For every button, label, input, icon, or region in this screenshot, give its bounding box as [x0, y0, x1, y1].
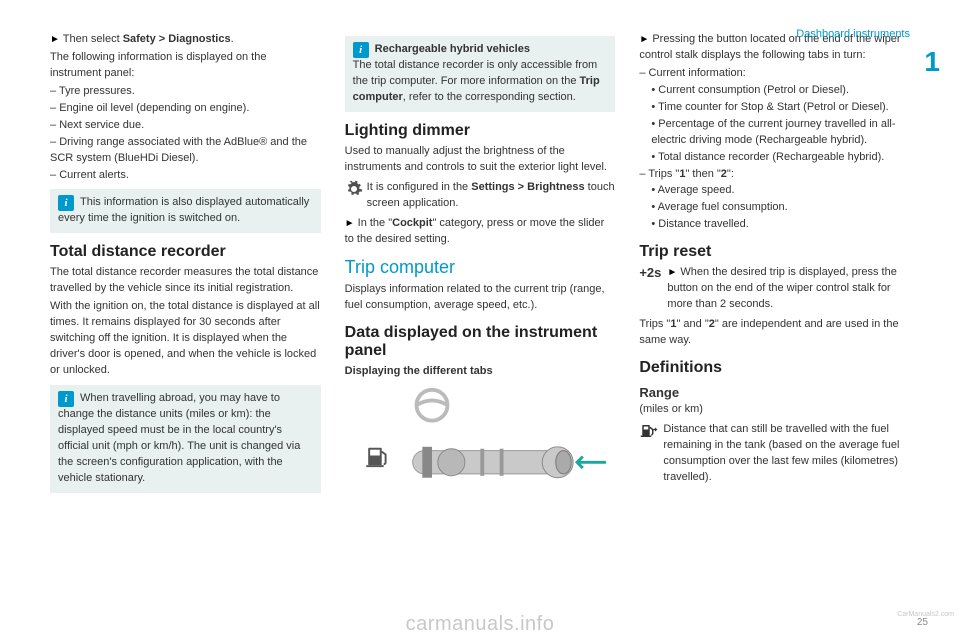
list-item: Engine oil level (depending on engine). [50, 101, 321, 117]
gear-text-1: It is configured in the [367, 181, 472, 193]
heading-lighting-dimmer: Lighting dimmer [345, 122, 616, 140]
total-distance-p2: With the ignition on, the total distance… [50, 299, 321, 379]
heading-definitions: Definitions [639, 359, 910, 377]
intro-text-2: . [231, 33, 234, 45]
trip-computer-p: Displays information related to the curr… [345, 282, 616, 314]
range-text: Distance that can still be travelled wit… [663, 422, 910, 486]
list-item: Average fuel consumption. [651, 200, 910, 216]
list-item: Percentage of the current journey travel… [651, 117, 910, 149]
gear-icon [345, 180, 363, 198]
list-item: Average speed. [651, 183, 910, 199]
t: " and " [676, 318, 708, 330]
gear-bold: Settings > Brightness [471, 181, 584, 193]
list-item: Driving range associated with the AdBlue… [50, 135, 321, 167]
fuel-pump-icon [639, 422, 659, 440]
total-distance-p1: The total distance recorder measures the… [50, 265, 321, 297]
info-box-ignition: iThis information is also displayed auto… [50, 189, 321, 233]
t: ": [727, 168, 734, 180]
page-content: ► Then select Safety > Diagnostics. The … [0, 0, 960, 522]
t: " then " [685, 168, 720, 180]
info-box-text: When travelling abroad, you may have to … [58, 392, 300, 484]
column-3: ► Pressing the button located on the end… [639, 30, 910, 502]
heading-data-displayed: Data displayed on the instrument panel [345, 324, 616, 360]
col3-dash-1: Current information: [639, 66, 910, 82]
info-box-text: This information is also displayed autom… [58, 196, 309, 224]
plus2s-block: +2s ► When the desired trip is displayed… [639, 265, 910, 313]
info-box-units: iWhen travelling abroad, you may have to… [50, 385, 321, 493]
cockpit-line: ► In the "Cockpit" category, press or mo… [345, 216, 616, 248]
info-icon: i [353, 42, 369, 58]
info-box-body: The total distance recorder is only acce… [353, 59, 598, 87]
info-box-title: Rechargeable hybrid vehicles [375, 43, 530, 55]
reset-text: ► When the desired trip is displayed, pr… [667, 265, 910, 313]
arrow-icon: ► [639, 34, 649, 45]
info-icon: i [58, 391, 74, 407]
heading-range: Range [639, 385, 910, 400]
t: Trips " [648, 168, 679, 180]
list-item: Current consumption (Petrol or Diesel). [651, 83, 910, 99]
stalk-figure [345, 386, 616, 496]
list-item: Time counter for Stop & Start (Petrol or… [651, 100, 910, 116]
intro-line: ► Then select Safety > Diagnostics. [50, 32, 321, 48]
intro-text-1: Then select [63, 33, 123, 45]
lighting-p1: Used to manually adjust the brightness o… [345, 144, 616, 176]
following-text: The following information is displayed o… [50, 50, 321, 82]
heading-total-distance: Total distance recorder [50, 243, 321, 261]
arrow-icon: ► [667, 267, 677, 278]
intro-bold: Safety > Diagnostics [123, 33, 231, 45]
reset-body: When the desired trip is displayed, pres… [667, 266, 896, 310]
list-item: Current information: [639, 66, 910, 82]
heading-trip-reset: Trip reset [639, 243, 910, 261]
list-item: Total distance recorder (Rechargeable hy… [651, 150, 910, 166]
list-item: Tyre pressures. [50, 84, 321, 100]
info-list: Tyre pressures. Engine oil level (depend… [50, 84, 321, 184]
cockpit-text-1: In the " [358, 217, 392, 229]
column-2: i Rechargeable hybrid vehicles The total … [345, 30, 616, 502]
arrow-icon: ► [50, 34, 60, 45]
column-1: ► Then select Safety > Diagnostics. The … [50, 30, 321, 502]
arrow-icon: ► [345, 218, 355, 229]
list-item: Trips "1" then "2": [639, 167, 910, 183]
col3-dash-2: Trips "1" then "2": [639, 167, 910, 183]
range-unit: (miles or km) [639, 402, 910, 418]
heading-trip-computer: Trip computer [345, 257, 616, 278]
col3-dots-1: Current consumption (Petrol or Diesel). … [639, 83, 910, 166]
cockpit-bold: Cockpit [392, 217, 432, 229]
plus2s-icon: +2s [639, 265, 661, 280]
gear-text: It is configured in the Settings > Brigh… [367, 180, 616, 212]
displaying-tabs-sub: Displaying the different tabs [345, 364, 616, 380]
list-item: Distance travelled. [651, 217, 910, 233]
info-icon: i [58, 195, 74, 211]
list-item: Next service due. [50, 118, 321, 134]
watermark: carmanuals.info [0, 613, 960, 636]
range-block: Distance that can still be travelled wit… [639, 422, 910, 486]
reset-p2: Trips "1" and "2" are independent and ar… [639, 317, 910, 349]
t: Trips " [639, 318, 670, 330]
page-number-badge: 1 [924, 46, 940, 78]
section-header: Dashboard instruments [796, 28, 910, 40]
info-box-hybrid: i Rechargeable hybrid vehicles The total … [345, 36, 616, 112]
col3-dots-2: Average speed. Average fuel consumption.… [639, 183, 910, 233]
list-item: Current alerts. [50, 168, 321, 184]
info-box-body2: , refer to the corresponding section. [403, 91, 576, 103]
gear-block: It is configured in the Settings > Brigh… [345, 180, 616, 212]
